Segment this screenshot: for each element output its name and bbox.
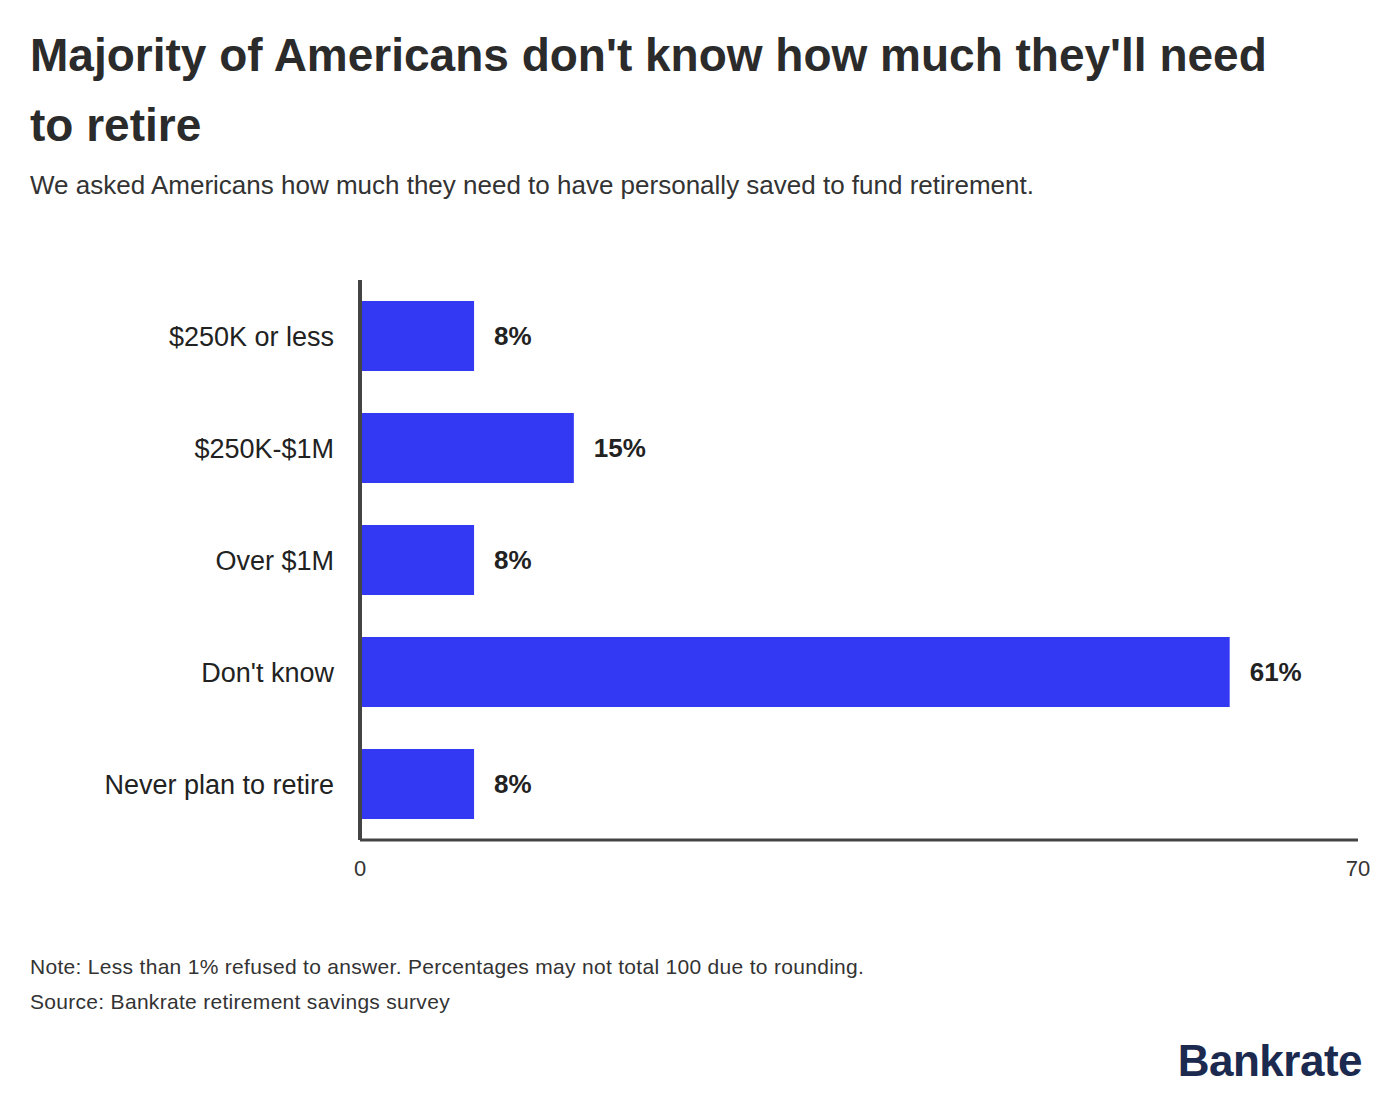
svg-text:Over $1M: Over $1M xyxy=(215,546,334,576)
svg-text:Don't know: Don't know xyxy=(201,658,334,688)
html-text:Note: Less than 1% refused to: Note: Less than 1% refused to answer. Pe… xyxy=(30,955,865,978)
html-text:Majority of Americans don't kn: Majority of Americans don't know how muc… xyxy=(30,29,1267,151)
html-text:Bankrate: Bankrate xyxy=(1177,1036,1362,1085)
svg-text:8%: 8% xyxy=(494,545,532,575)
svg-text:Never plan to retire: Never plan to retire xyxy=(104,770,334,800)
svg-text:8%: 8% xyxy=(494,769,532,799)
svg-text:70: 70 xyxy=(1346,856,1370,881)
html-text:Source: Bankrate retirement sa: Source: Bankrate retirement savings surv… xyxy=(30,990,450,1013)
html-text:We asked Americans how much th: We asked Americans how much they need to… xyxy=(30,170,1034,200)
svg-text:$250K or less: $250K or less xyxy=(169,322,334,352)
svg-text:8%: 8% xyxy=(494,321,532,351)
svg-text:0: 0 xyxy=(354,856,366,881)
svg-text:$250K-$1M: $250K-$1M xyxy=(194,434,334,464)
svg-text:15%: 15% xyxy=(594,433,646,463)
svg-text:61%: 61% xyxy=(1250,657,1302,687)
